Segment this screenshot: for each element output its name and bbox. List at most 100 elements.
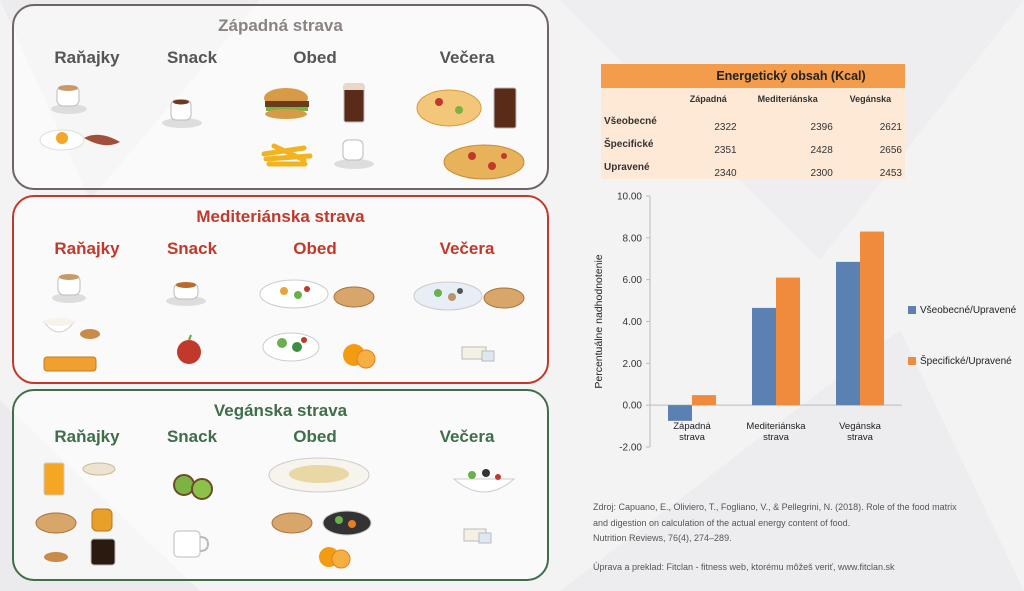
panel-title: Západná strava (218, 16, 343, 35)
table-cell: 2396 (810, 122, 833, 133)
table-title: Energetický obsah (Kcal) (677, 64, 905, 88)
meal-label-breakfast: Raňajky (54, 427, 120, 446)
row-label: Špecifické (604, 139, 654, 150)
bar (668, 405, 692, 421)
cola-glass-icon (343, 83, 365, 123)
bar (860, 231, 884, 406)
meal-label-lunch: Obed (293, 48, 337, 67)
bread-icon (271, 512, 313, 534)
pasta-salad-icon (259, 279, 329, 309)
bar (752, 307, 776, 406)
table-cell: 2340 (714, 168, 737, 179)
veggie-bowl-icon (322, 510, 372, 536)
row-label: Všeobecné (604, 116, 657, 127)
table-cell: 2428 (810, 145, 833, 156)
bar (836, 261, 860, 406)
pasta-plate-icon (268, 457, 370, 493)
row-label: Upravené (604, 162, 650, 173)
meal-label-lunch: Obed (293, 427, 337, 446)
food-images (39, 83, 525, 180)
tofu-icon (463, 528, 492, 544)
legend-label: Špecifické/Upravené (920, 354, 1012, 367)
column-header: Vegánska (849, 94, 892, 104)
source-note: Zdroj: Capuano, E., Oliviero, T., Foglia… (593, 500, 957, 547)
bread-icon (333, 286, 375, 308)
honey-jar-icon (91, 508, 113, 532)
espresso-icon (162, 99, 202, 128)
table-cell: 2621 (879, 122, 902, 133)
legend-swatch (908, 357, 916, 365)
oats-icon (82, 462, 116, 476)
bar (692, 395, 716, 406)
vegan-diet-panel: Vegánska strava Raňajky Snack Obed Večer… (12, 389, 549, 581)
meal-label-breakfast: Raňajky (54, 239, 120, 258)
tea-cup-icon (166, 282, 206, 306)
cola-glass-icon (493, 87, 517, 129)
legend-label: Všeobecné/Upravené (920, 305, 1017, 316)
legend-swatch (908, 306, 916, 314)
tuna-salad-icon (413, 281, 483, 311)
salad-bowl-icon (452, 469, 516, 493)
bread-icon (35, 512, 77, 534)
meal-label-dinner: Večera (439, 427, 495, 446)
espresso-icon (334, 139, 374, 169)
table-cell: 2351 (714, 145, 737, 156)
toast-with-jam-icon (43, 356, 97, 372)
y-tick-label: 0.00 (623, 401, 643, 412)
bar (776, 277, 800, 406)
fried-egg-icon (39, 129, 120, 151)
cheese-icon (461, 346, 495, 362)
panel-title: Vegánska strava (213, 401, 348, 420)
quiche-icon (416, 89, 482, 127)
food-images (42, 274, 525, 372)
source-line: and digestion on calculation of the actu… (593, 517, 851, 528)
x-tick-label: Mediteriánska (746, 421, 806, 432)
y-tick-label: 4.00 (623, 317, 643, 328)
burger-icon (264, 88, 309, 119)
y-tick-label: 8.00 (623, 233, 643, 244)
y-tick-label: 6.00 (623, 275, 643, 286)
kiwi-icon (173, 474, 213, 500)
mediterranean-diet-panel: Mediteriánska strava Raňajky Snack Obed … (12, 195, 549, 384)
table-cell: 2656 (879, 145, 902, 156)
meal-label-snack: Snack (166, 427, 218, 446)
nuts-icon (44, 552, 68, 562)
yogurt-bowl-icon (42, 318, 100, 339)
coffee-cup-icon (52, 274, 86, 303)
fries-icon (261, 143, 313, 167)
y-tick-label: 2.00 (623, 359, 643, 370)
green-salad-icon (262, 332, 320, 362)
x-tick-label: Vegánska (839, 421, 881, 432)
x-tick-label: strava (679, 432, 706, 443)
energy-table: Energetický obsah (Kcal) Západná Mediter… (601, 64, 905, 179)
coffee-mug-icon (173, 530, 210, 558)
y-tick-label: 10.00 (617, 192, 642, 203)
table-corner (601, 64, 677, 88)
meal-label-snack: Snack (166, 239, 218, 258)
source-line: Nutrition Reviews, 76(4), 274–289. (593, 533, 732, 543)
coffee-glass-icon (90, 538, 116, 566)
y-axis-label: Percentuálne nadhodnotenie (593, 254, 605, 388)
meal-label-dinner: Večera (439, 239, 495, 258)
orange-icon (343, 344, 376, 369)
apple-icon (177, 334, 201, 364)
pizza-icon (443, 144, 525, 180)
bread-icon (483, 287, 525, 309)
table-row: Špecifické 2351 2428 2656 (601, 133, 905, 156)
panel-title: Mediteriánska strava (196, 207, 365, 226)
source-line: Zdroj: Capuano, E., Oliviero, T., Foglia… (593, 502, 957, 512)
food-images (35, 457, 516, 569)
table-row: Všeobecné 2322 2396 2621 (601, 110, 905, 133)
meal-label-lunch: Obed (293, 239, 337, 258)
orange-juice-icon (43, 462, 65, 496)
western-diet-panel: Západná strava Raňajky Snack Obed Večera (12, 4, 549, 190)
x-tick-label: strava (847, 432, 874, 443)
table-cell: 2300 (810, 168, 833, 179)
meal-label-snack: Snack (166, 48, 218, 67)
y-tick-label: -2.00 (619, 443, 642, 454)
x-tick-label: Západná (673, 421, 711, 432)
meal-label-breakfast: Raňajky (54, 48, 120, 67)
x-tick-label: strava (763, 432, 790, 443)
table-cell: 2453 (879, 168, 902, 179)
overestimation-bar-chart: -2.00 0.00 2.00 4.00 6.00 8.00 10.00 Percentuál… (593, 192, 1017, 454)
